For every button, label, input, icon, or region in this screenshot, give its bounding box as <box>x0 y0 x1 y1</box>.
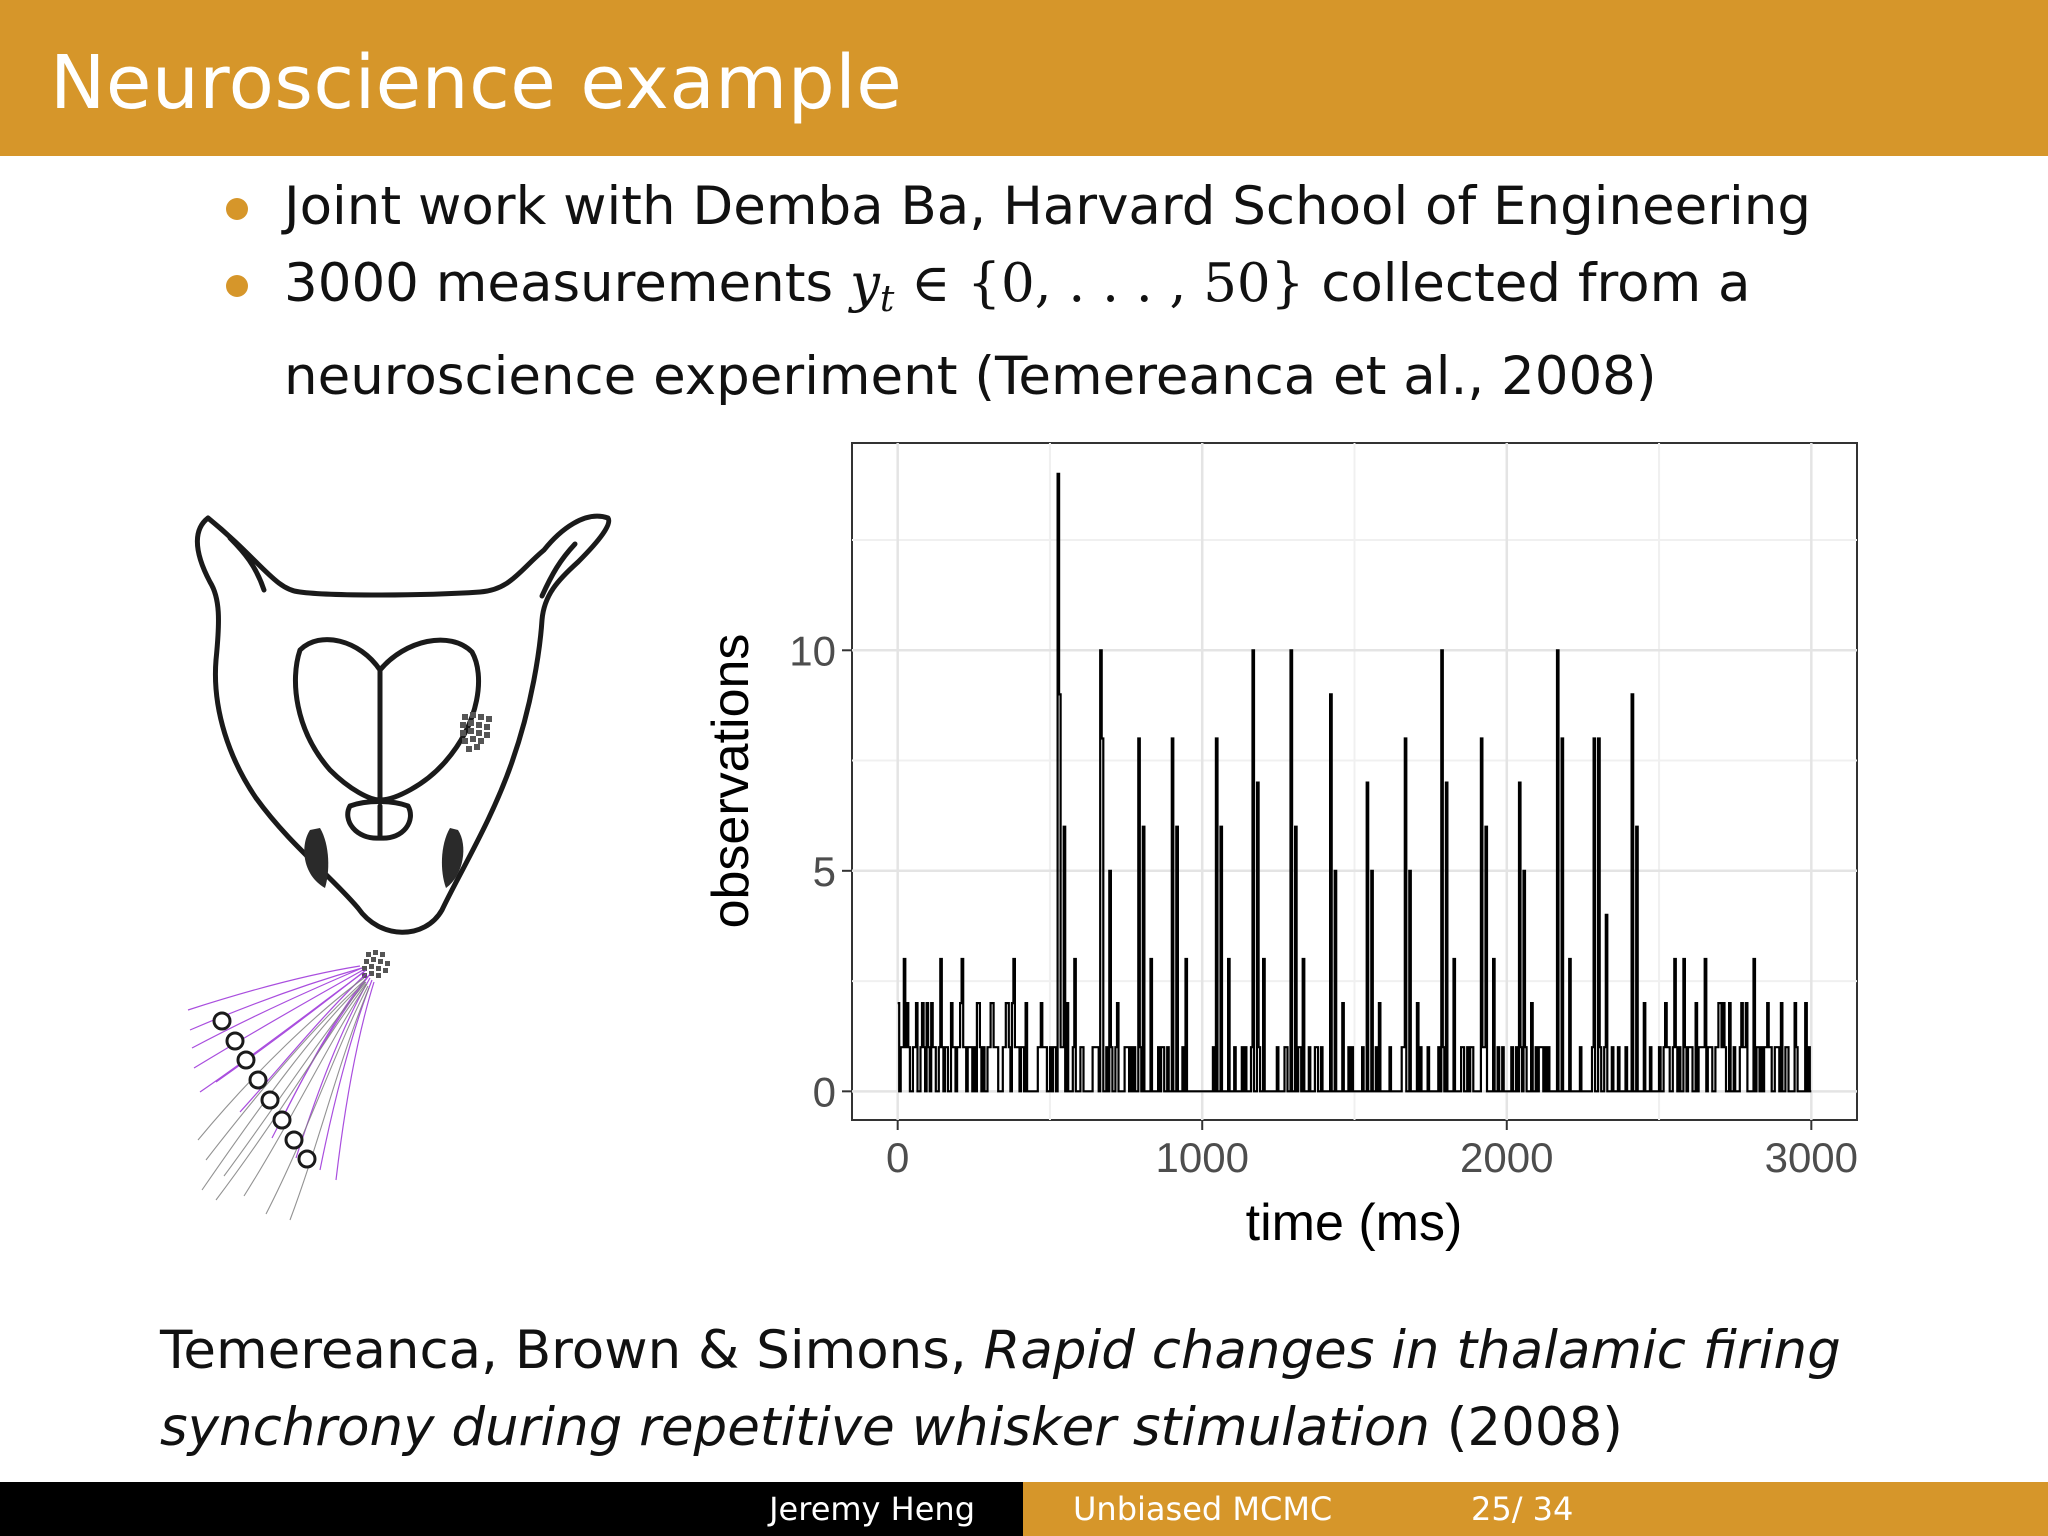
whisker-follicle-markers <box>212 1011 317 1169</box>
bullet-text-pre: 3000 measurements <box>284 253 850 314</box>
x-tick-label: 3000 <box>1765 1134 1858 1181</box>
rat-right-ear-inner <box>539 541 578 599</box>
y-tick-label: 5 <box>813 848 836 895</box>
bullet-item-collaboration: Joint work with Demba Ba, Harvard School… <box>220 168 1920 245</box>
rat-head-outline <box>194 513 612 935</box>
footer-right-panel: Unbiased MCMC 25/ 34 <box>1023 1482 2048 1536</box>
rat-whisker-diagram <box>187 513 612 1221</box>
x-tick-label: 1000 <box>1156 1134 1249 1181</box>
slide-footer: Jeremy Heng Unbiased MCMC 25/ 34 <box>0 1482 2048 1536</box>
citation-authors: Temereanca, Brown & Simons, <box>160 1320 984 1381</box>
rat-brain-right <box>377 637 482 803</box>
observations-series-line <box>897 472 1812 1093</box>
gray-whiskers <box>197 977 370 1221</box>
rat-left-ear-inner <box>227 535 267 593</box>
math-variable: yt <box>849 253 895 320</box>
y-tick-label: 0 <box>813 1068 836 1115</box>
cortex-barrel-grid <box>460 712 492 752</box>
bullet-text: Joint work with Demba Ba, Harvard School… <box>284 176 1811 237</box>
plot-grid <box>852 443 1857 1120</box>
bullet-text-line2: neuroscience experiment (Temereanca et a… <box>284 346 1657 407</box>
footer-short-title: Unbiased MCMC <box>1073 1490 1333 1528</box>
bullet-list: Joint work with Demba Ba, Harvard School… <box>220 168 1920 415</box>
footer-author: Jeremy Heng <box>769 1490 975 1528</box>
footer-page-number: 25/ 34 <box>1471 1490 1574 1528</box>
bullet-item-measurements: 3000 measurements yt ∈ {0, . . . , 50} c… <box>220 245 1920 415</box>
rat-olfactory-bulb <box>345 799 413 841</box>
citation-title-line2: synchrony during repetitive whisker stim… <box>160 1397 1430 1458</box>
slide-header: Neuroscience example <box>0 0 2048 156</box>
slide-title: Neuroscience example <box>50 40 903 126</box>
footer-left-panel: Jeremy Heng <box>0 1482 1023 1536</box>
bullet-text-post: collected from a <box>1304 253 1751 314</box>
math-set: ∈ {0, . . . , 50} <box>894 253 1305 314</box>
citation: Temereanca, Brown & Simons, Rapid change… <box>160 1312 1980 1466</box>
rat-brain-left <box>293 637 383 803</box>
y-axis-ticks: 0 5 10 <box>789 627 852 1115</box>
bullet-dot-icon <box>226 275 248 297</box>
x-tick-label: 0 <box>886 1134 909 1181</box>
x-axis-ticks: 0 1000 2000 3000 <box>886 1120 1858 1181</box>
rat-eyes <box>304 828 464 888</box>
observations-time-series-chart: 0 1000 2000 3000 0 5 10 time (ms) observation… <box>702 442 1858 1252</box>
x-tick-label: 2000 <box>1460 1134 1553 1181</box>
rat-right-eye-icon <box>441 828 464 888</box>
math-subscript: t <box>879 279 895 320</box>
snout-whisker-pad <box>362 950 390 978</box>
bullet-dot-icon <box>226 198 248 220</box>
rat-left-eye-icon <box>304 828 329 888</box>
y-axis-label: observations <box>702 634 760 929</box>
citation-year: (2008) <box>1429 1397 1623 1458</box>
x-axis-label: time (ms) <box>1246 1194 1463 1252</box>
citation-title-line1: Rapid changes in thalamic firing <box>983 1320 1841 1381</box>
y-tick-label: 10 <box>789 627 836 674</box>
